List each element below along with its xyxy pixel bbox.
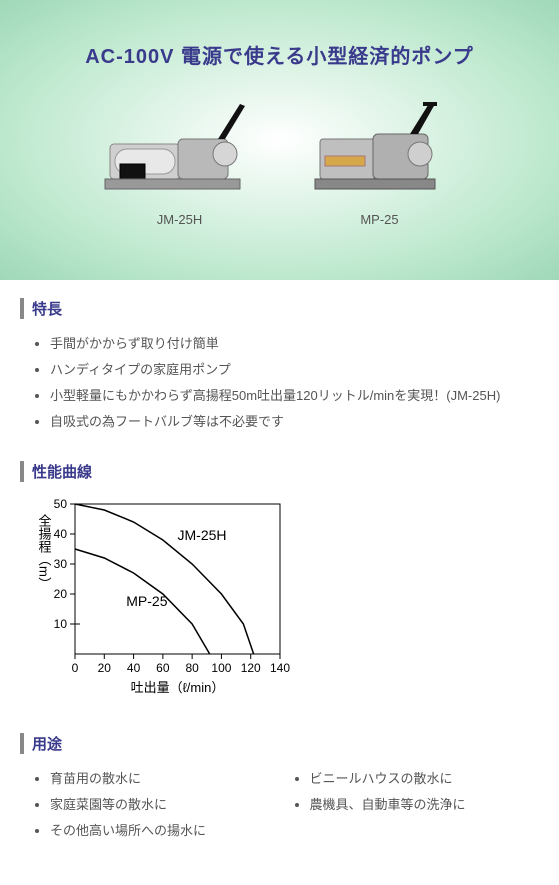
hero-title: AC-100V 電源で使える小型経済的ポンプ — [0, 40, 559, 69]
svg-text:50: 50 — [54, 497, 68, 511]
svg-text:30: 30 — [54, 557, 68, 571]
svg-text:0: 0 — [72, 661, 79, 675]
list-item: 農機具、自動車等の洗浄に — [310, 792, 540, 818]
svg-text:60: 60 — [156, 661, 170, 675]
pump-jm25h: JM-25H — [100, 84, 260, 227]
list-item: 手間がかからず取り付け簡単 — [50, 331, 539, 357]
svg-text:10: 10 — [54, 617, 68, 631]
svg-text:120: 120 — [241, 661, 261, 675]
heading-uses: 用途 — [20, 733, 539, 754]
svg-text:40: 40 — [127, 661, 141, 675]
hero-banner: AC-100V 電源で使える小型経済的ポンプ JM-25H — [0, 0, 559, 280]
svg-text:吐出量（ℓ/min）: 吐出量（ℓ/min） — [131, 680, 225, 695]
heading-curve: 性能曲線 — [20, 461, 539, 482]
section-uses: 用途 育苗用の散水に家庭菜園等の散水にその他高い場所への揚水に ビニールハウスの… — [0, 715, 559, 852]
list-item: その他高い場所への揚水に — [50, 818, 280, 844]
svg-text:MP-25: MP-25 — [126, 593, 167, 609]
features-list: 手間がかからず取り付け簡単ハンディタイプの家庭用ポンプ小型軽量にもかかわらず高揚… — [20, 331, 539, 435]
list-item: ハンディタイプの家庭用ポンプ — [50, 357, 539, 383]
list-item: 小型軽量にもかかわらず高揚程50m吐出量120リットル/minを実現！(JM-2… — [50, 383, 539, 409]
svg-text:全揚程（m）: 全揚程（m） — [37, 513, 52, 589]
list-item: 家庭菜園等の散水に — [50, 792, 280, 818]
pump-row: JM-25H MP-25 — [0, 84, 559, 227]
pump-image-mp25 — [300, 84, 460, 204]
section-features: 特長 手間がかからず取り付け簡単ハンディタイプの家庭用ポンプ小型軽量にもかかわら… — [0, 280, 559, 443]
pump-label-jm25h: JM-25H — [100, 212, 260, 227]
performance-chart: 0 20 40 60 80 100 120 140 10 20 30 40 50 JM-25H MP-25 吐… — [30, 494, 539, 707]
svg-text:140: 140 — [270, 661, 290, 675]
heading-features: 特長 — [20, 298, 539, 319]
uses-list-left: 育苗用の散水に家庭菜園等の散水にその他高い場所への揚水に — [20, 766, 280, 844]
pump-label-mp25: MP-25 — [300, 212, 460, 227]
svg-text:40: 40 — [54, 527, 68, 541]
svg-text:JM-25H: JM-25H — [178, 527, 227, 543]
uses-list-right: ビニールハウスの散水に農機具、自動車等の洗浄に — [280, 766, 540, 818]
list-item: 育苗用の散水に — [50, 766, 280, 792]
section-curve: 性能曲線 0 20 40 60 80 100 120 140 10 20 30 40 50 JM-25H M… — [0, 443, 559, 715]
pump-image-jm25h — [100, 84, 260, 204]
pump-mp25: MP-25 — [300, 84, 460, 227]
svg-text:20: 20 — [54, 587, 68, 601]
list-item: ビニールハウスの散水に — [310, 766, 540, 792]
svg-text:80: 80 — [185, 661, 199, 675]
list-item: 自吸式の為フートバルブ等は不必要です — [50, 409, 539, 435]
svg-text:100: 100 — [211, 661, 231, 675]
svg-text:20: 20 — [98, 661, 112, 675]
